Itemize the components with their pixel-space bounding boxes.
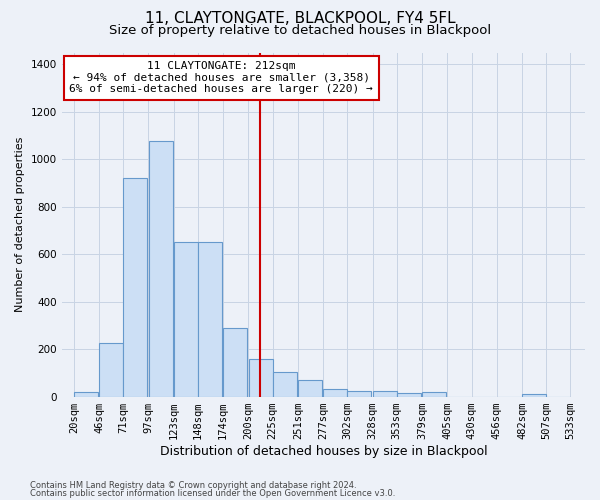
Bar xyxy=(273,372,297,396)
Bar xyxy=(323,390,347,396)
Bar xyxy=(99,343,123,396)
Bar xyxy=(223,328,247,396)
Bar xyxy=(422,392,446,396)
Y-axis label: Number of detached properties: Number of detached properties xyxy=(15,137,25,312)
Bar xyxy=(174,242,198,396)
X-axis label: Distribution of detached houses by size in Blackpool: Distribution of detached houses by size … xyxy=(160,444,487,458)
Bar xyxy=(522,394,546,396)
Bar xyxy=(198,242,222,396)
Text: 11, CLAYTONGATE, BLACKPOOL, FY4 5FL: 11, CLAYTONGATE, BLACKPOOL, FY4 5FL xyxy=(145,11,455,26)
Bar xyxy=(74,392,98,396)
Text: Contains HM Land Registry data © Crown copyright and database right 2024.: Contains HM Land Registry data © Crown c… xyxy=(30,481,356,490)
Bar xyxy=(248,358,272,397)
Bar xyxy=(298,380,322,396)
Text: 11 CLAYTONGATE: 212sqm
← 94% of detached houses are smaller (3,358)
6% of semi-d: 11 CLAYTONGATE: 212sqm ← 94% of detached… xyxy=(70,61,373,94)
Text: Size of property relative to detached houses in Blackpool: Size of property relative to detached ho… xyxy=(109,24,491,37)
Bar xyxy=(124,178,148,396)
Bar xyxy=(347,390,371,396)
Bar xyxy=(373,390,397,396)
Bar xyxy=(397,393,421,396)
Text: Contains public sector information licensed under the Open Government Licence v3: Contains public sector information licen… xyxy=(30,489,395,498)
Bar xyxy=(149,142,173,396)
